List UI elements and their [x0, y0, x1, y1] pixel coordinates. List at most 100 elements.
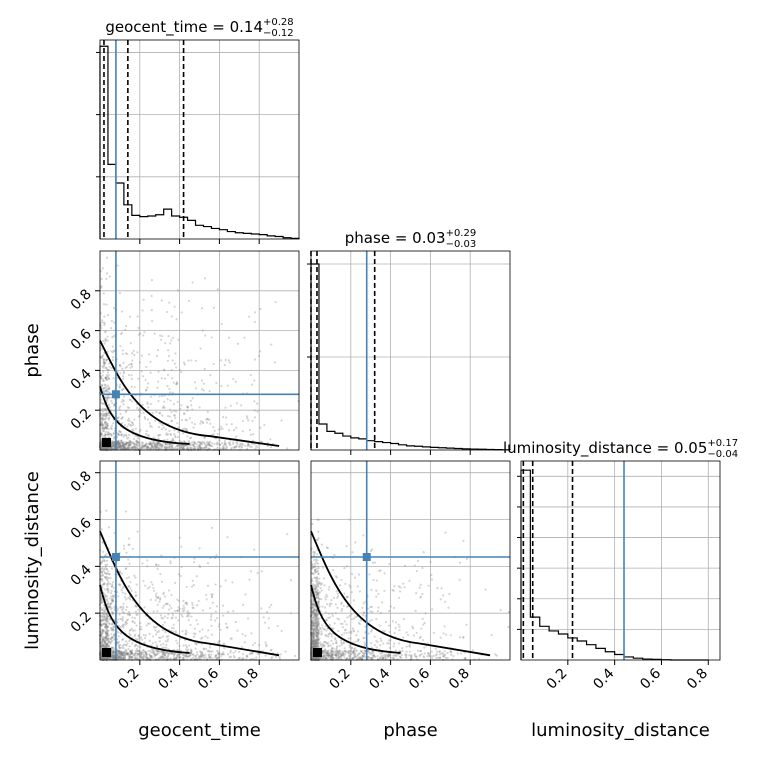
sample-point	[121, 619, 124, 622]
sample-point	[239, 443, 242, 446]
sample-point	[289, 579, 293, 582]
sample-point	[136, 440, 139, 443]
sample-point	[100, 561, 104, 564]
sample-point	[152, 441, 155, 444]
sample-point	[164, 428, 168, 431]
sample-point	[175, 382, 178, 385]
sample-point	[125, 577, 128, 580]
sample-point	[154, 563, 158, 566]
sample-point	[134, 427, 137, 430]
sample-point	[122, 654, 125, 657]
title-minus: −0.03	[446, 239, 477, 250]
sample-point	[101, 426, 104, 429]
sample-point	[106, 433, 109, 436]
sample-point	[101, 619, 105, 622]
sample-point	[179, 574, 182, 578]
sample-point	[315, 567, 318, 571]
sample-point	[100, 433, 103, 436]
sample-point	[111, 345, 114, 348]
sample-point	[142, 298, 145, 301]
sample-point	[142, 445, 145, 448]
sample-point	[102, 657, 105, 660]
sample-point	[340, 578, 343, 581]
sample-point	[138, 636, 141, 640]
sample-point	[170, 439, 174, 442]
sample-point	[106, 657, 109, 660]
sample-point	[108, 603, 111, 606]
sample-point	[119, 651, 122, 654]
sample-point	[150, 425, 153, 428]
sample-point	[198, 650, 202, 653]
sample-point	[101, 354, 104, 358]
density-peak	[102, 438, 111, 447]
sample-point	[379, 644, 382, 647]
sample-point	[187, 359, 190, 362]
sample-point	[108, 396, 111, 399]
sample-point	[180, 545, 183, 548]
sample-point	[112, 648, 116, 651]
sample-point	[179, 444, 182, 447]
sample-point	[99, 654, 103, 658]
sample-point	[111, 583, 114, 586]
sample-point	[180, 613, 183, 616]
sample-point	[139, 408, 142, 411]
sample-point	[101, 319, 104, 322]
sample-point	[163, 657, 166, 660]
sample-point	[104, 623, 107, 627]
sample-point	[118, 583, 121, 586]
sample-point	[134, 605, 137, 608]
sample-point	[184, 644, 187, 647]
sample-point	[219, 585, 222, 588]
sample-point	[370, 630, 373, 633]
sample-point	[102, 447, 105, 450]
sample-point	[142, 653, 145, 656]
sample-point	[199, 446, 202, 450]
sample-point	[253, 379, 256, 382]
sample-point	[212, 362, 215, 366]
y-tick-label: 0.4	[68, 366, 95, 393]
sample-point	[213, 429, 216, 433]
sample-point	[163, 654, 166, 657]
sample-point	[133, 616, 137, 620]
sample-point	[103, 362, 106, 365]
sample-point	[157, 447, 160, 450]
sample-point	[174, 436, 177, 439]
sample-point	[118, 406, 121, 410]
sample-point	[188, 644, 191, 647]
sample-point	[465, 623, 468, 626]
sample-point	[141, 562, 144, 565]
sample-point	[117, 656, 120, 659]
sample-point	[349, 650, 352, 653]
sample-point	[131, 446, 134, 449]
sample-point	[125, 649, 128, 652]
sample-point	[119, 657, 122, 660]
sample-point	[244, 593, 247, 596]
sample-point	[104, 645, 108, 648]
sample-point	[238, 445, 241, 448]
sample-point	[222, 614, 225, 617]
sample-point	[193, 423, 196, 426]
sample-point	[125, 598, 128, 601]
sample-point	[113, 655, 116, 659]
sample-point	[103, 588, 106, 591]
sample-point	[247, 419, 250, 422]
sample-point	[270, 657, 273, 660]
sample-point	[194, 442, 197, 445]
sample-point	[206, 650, 209, 653]
sample-point	[127, 443, 131, 447]
sample-point	[393, 606, 396, 610]
sample-point	[197, 657, 200, 660]
sample-point	[164, 445, 167, 448]
sample-point	[128, 655, 131, 659]
sample-point	[117, 649, 120, 652]
sample-point	[104, 420, 107, 424]
sample-point	[150, 294, 153, 298]
sample-point	[210, 624, 213, 627]
sample-point	[105, 643, 109, 646]
sample-point	[99, 442, 103, 445]
sample-point	[193, 445, 196, 449]
sample-point	[117, 441, 120, 444]
sample-point	[118, 652, 122, 655]
sample-point	[220, 442, 224, 445]
sample-point	[110, 446, 113, 450]
